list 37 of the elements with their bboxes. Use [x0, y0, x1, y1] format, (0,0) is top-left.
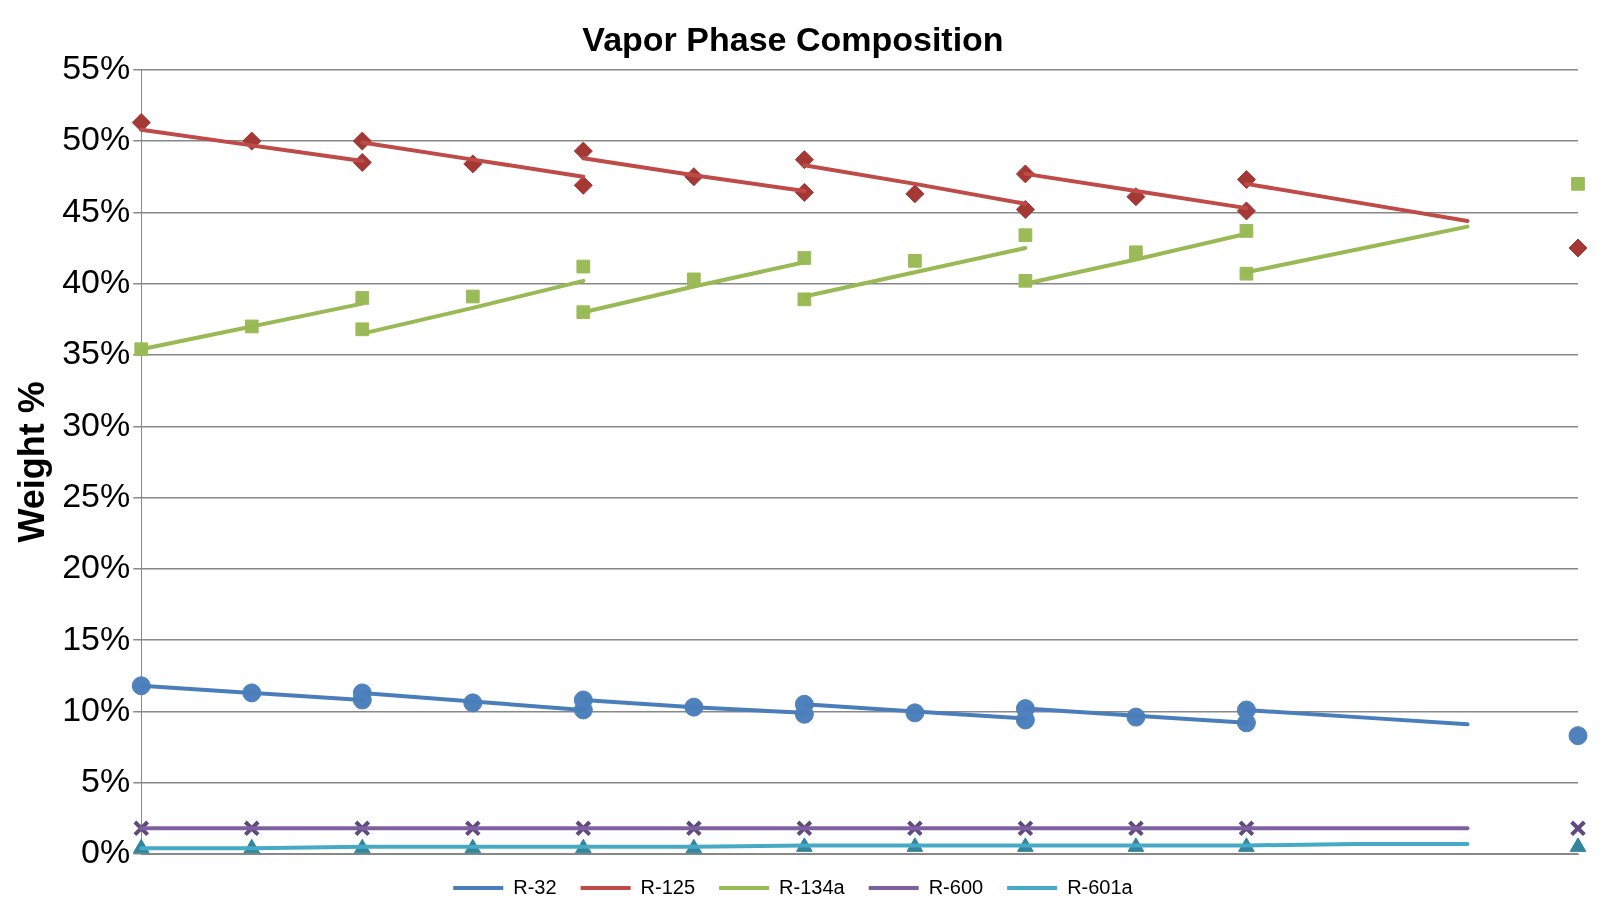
point — [573, 175, 593, 195]
legend-label: R-32 — [513, 875, 557, 898]
point — [1568, 726, 1588, 746]
legend-label: R-601a — [1067, 875, 1134, 898]
legend-label: R-600 — [928, 875, 984, 898]
point — [908, 254, 922, 268]
y-axis-title: Weight % — [10, 381, 52, 543]
y-tick-label: 55% — [62, 48, 131, 87]
point — [905, 184, 925, 204]
y-tick-label: 5% — [81, 761, 131, 800]
point — [794, 150, 814, 170]
y-tick-label: 0% — [81, 832, 131, 871]
legend-label: R-125 — [640, 875, 696, 898]
y-tick-label: 15% — [62, 618, 131, 657]
point — [1018, 228, 1033, 243]
y-tick-label: 35% — [62, 333, 131, 372]
point — [465, 289, 480, 304]
point — [355, 291, 370, 305]
y-tick-label: 50% — [62, 119, 131, 158]
y-tick-label: 10% — [62, 689, 131, 728]
point — [1571, 177, 1585, 191]
point — [576, 259, 591, 274]
point — [131, 113, 151, 133]
chart-title: Vapor Phase Composition — [582, 19, 1004, 58]
y-tick-label: 45% — [62, 190, 131, 229]
point — [1569, 837, 1587, 852]
y-tick-label: 20% — [62, 547, 131, 586]
legend-label: R-134a — [779, 875, 846, 898]
point — [573, 141, 593, 161]
point — [1569, 819, 1587, 837]
point — [1568, 238, 1588, 258]
y-tick-label: 30% — [62, 404, 131, 443]
point — [1015, 200, 1035, 220]
y-tick-label: 40% — [62, 262, 131, 301]
point — [686, 272, 701, 287]
point — [1129, 245, 1143, 260]
y-tick-label: 25% — [62, 475, 131, 514]
